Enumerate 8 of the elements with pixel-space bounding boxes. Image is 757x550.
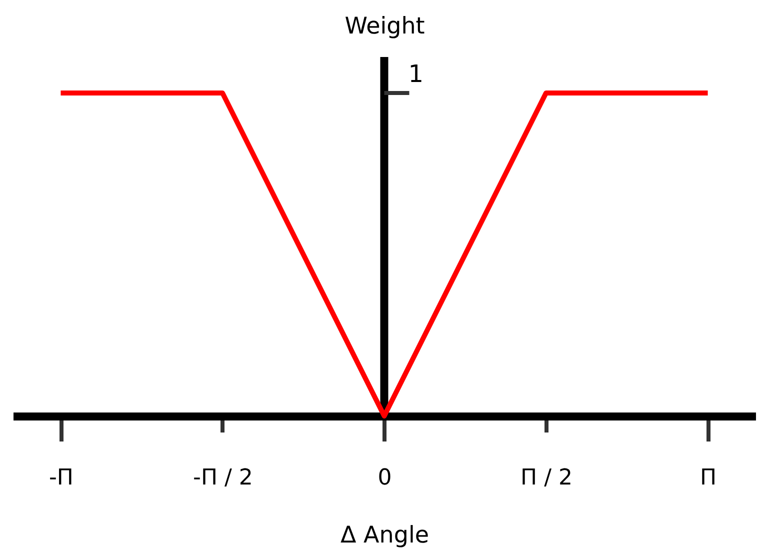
x-axis-title: Δ Angle <box>340 522 429 548</box>
y-axis-title: Weight <box>344 14 425 40</box>
x-tick-label: -Π / 2 <box>193 466 253 490</box>
x-tick-label: -Π <box>48 466 74 490</box>
x-tick-label: Π / 2 <box>520 466 572 490</box>
x-tick-label: Π <box>700 466 717 490</box>
x-tick-label: 0 <box>378 466 392 490</box>
annotation: 1 <box>408 60 424 88</box>
